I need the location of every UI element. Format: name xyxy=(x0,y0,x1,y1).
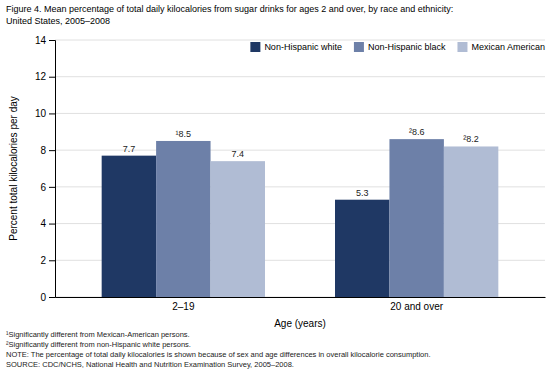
bar xyxy=(211,161,265,297)
grid-line xyxy=(55,76,545,77)
title: Figure 4. Mean percentage of total daily… xyxy=(6,4,453,14)
tick-label: 4 xyxy=(40,218,46,229)
plot: 0 2 4 6 8 10 12 14 2–19 20 and over 7.7 5.3 ¹8.5 ²8.6… xyxy=(8,35,546,329)
axis-line xyxy=(56,297,546,298)
y-tick: 2 xyxy=(40,255,55,266)
tick-label: 20 and over xyxy=(390,301,443,312)
tick-mark xyxy=(49,187,55,188)
legend-item: Non-Hispanic black xyxy=(354,42,446,52)
y-tick: 0 xyxy=(40,292,55,303)
x-tick: 2–19 xyxy=(172,301,195,312)
data-label: 5.3 xyxy=(356,188,369,198)
axis-line xyxy=(49,41,56,298)
tick-label: 8 xyxy=(40,145,46,156)
grid-line xyxy=(55,40,545,41)
x-tick: 20 and over xyxy=(390,301,443,312)
grid xyxy=(55,40,545,297)
tick-mark xyxy=(49,113,55,114)
grid-line xyxy=(55,113,545,114)
bar xyxy=(389,139,443,297)
tick-mark xyxy=(49,260,55,261)
bar xyxy=(102,156,156,297)
footnote: ²Significantly different from non-Hispan… xyxy=(6,340,191,349)
y-tick: 6 xyxy=(40,182,55,193)
subtitle: United States, 2005–2008 xyxy=(6,16,110,26)
data-label: ²8.6 xyxy=(409,127,425,137)
data-label: 7.7 xyxy=(123,144,136,154)
tick-mark xyxy=(49,40,55,41)
tick-mark xyxy=(49,150,55,151)
y-axis-title: Percent total kilocalories per day xyxy=(8,96,19,241)
tick-label: 6 xyxy=(40,182,46,193)
footnote: SOURCE: CDC/NCHS, National Health and Nu… xyxy=(6,360,294,369)
legend-swatch xyxy=(457,42,467,52)
data-label: ²8.2 xyxy=(463,134,479,144)
tick-label: 0 xyxy=(40,292,46,303)
legend-label: Non-Hispanic black xyxy=(368,42,446,52)
data-labels: 7.7 5.3 ¹8.5 ²8.6 7.4 ²8.2 xyxy=(123,127,479,198)
tick-mark xyxy=(49,297,55,298)
legend-item: Mexican American xyxy=(457,42,545,52)
tick-label: 2 xyxy=(40,255,46,266)
footnote: NOTE: The percentage of total daily kilo… xyxy=(6,350,431,359)
tick-label: 2–19 xyxy=(172,301,195,312)
legend-item: Non-Hispanic white xyxy=(250,42,342,52)
legend-label: Mexican American xyxy=(471,42,545,52)
tick-label: 12 xyxy=(35,71,47,82)
y-tick: 8 xyxy=(40,145,55,156)
x-axis: 2–19 20 and over xyxy=(56,298,546,313)
chart: Figure 4. Mean percentage of total daily… xyxy=(0,0,560,379)
legend-swatch xyxy=(354,42,364,52)
bars xyxy=(102,139,499,297)
legend-swatch xyxy=(250,42,260,52)
footnote: ¹Significantly different from Mexican-Am… xyxy=(6,330,190,339)
tick-mark xyxy=(49,77,55,78)
y-tick: 4 xyxy=(40,218,55,229)
tick-mark xyxy=(49,224,55,225)
bar xyxy=(335,200,389,297)
x-axis-title: Age (years) xyxy=(274,318,326,329)
bar xyxy=(156,141,210,297)
footnotes: ¹Significantly different from Mexican-Am… xyxy=(6,330,431,369)
y-axis: 0 2 4 6 8 10 12 14 xyxy=(35,35,56,303)
tick-label: 14 xyxy=(35,35,47,46)
data-label: ¹8.5 xyxy=(176,129,192,139)
y-tick: 12 xyxy=(35,71,55,82)
y-tick: 10 xyxy=(35,108,55,119)
bar xyxy=(444,146,498,297)
legend-label: Non-Hispanic white xyxy=(264,42,342,52)
y-tick: 14 xyxy=(35,35,55,46)
data-label: 7.4 xyxy=(232,149,245,159)
legend: Non-Hispanic white Non-Hispanic black Mexi… xyxy=(250,42,545,52)
tick-label: 10 xyxy=(35,108,47,119)
